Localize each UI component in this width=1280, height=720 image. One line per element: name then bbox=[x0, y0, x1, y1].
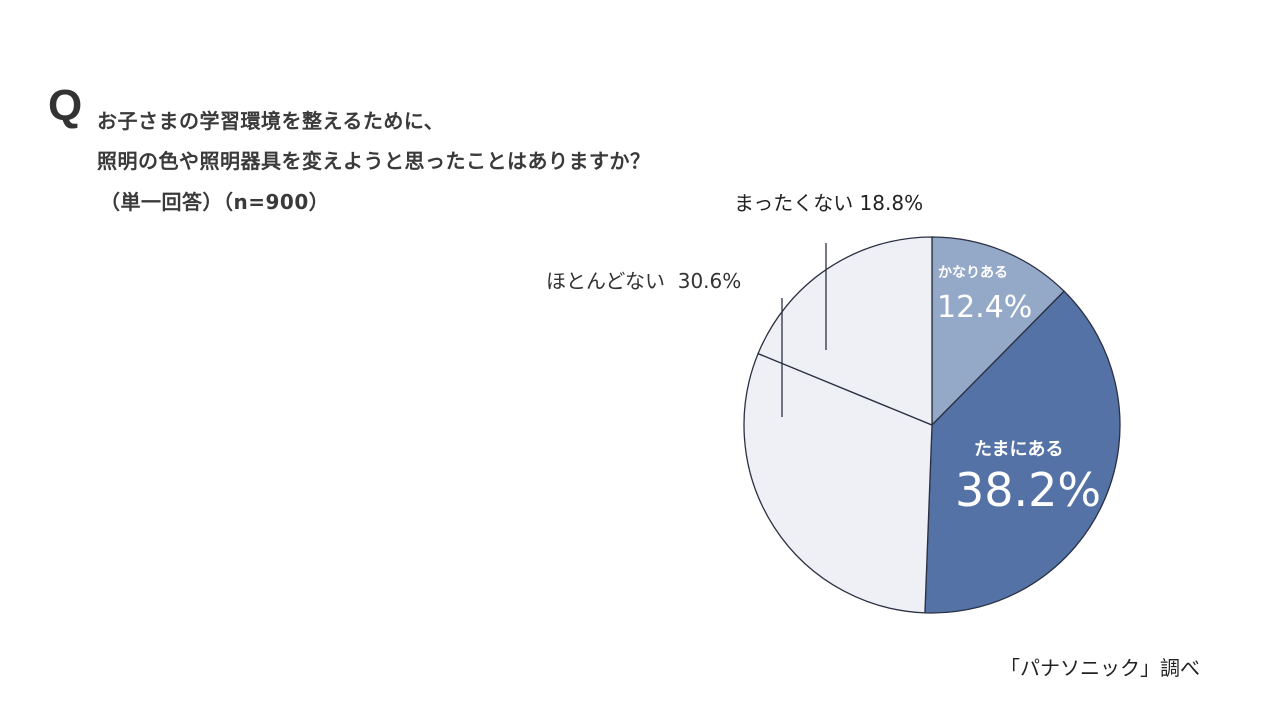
question-text-line1: お子さまの学習環境を整えるために、 bbox=[97, 109, 445, 133]
question-text-line2: 照明の色や照明器具を変えようと思ったことはありますか？ bbox=[97, 149, 651, 173]
question-subtext: （単一回答）（n=900） bbox=[100, 190, 330, 214]
label-tamani-aru-name: たまにある bbox=[974, 439, 1064, 460]
source-credit: 「パナソニック」調べ bbox=[1000, 656, 1200, 680]
label-kanari-aru-name: かなりある bbox=[938, 265, 1008, 281]
label-tamani-aru-value: 38.2% bbox=[955, 463, 1102, 517]
pie-slice-hotondo bbox=[743, 352, 933, 614]
label-hotondo-nai: ほとんどない 30.6% bbox=[546, 269, 742, 293]
pie-slices bbox=[743, 236, 1121, 614]
question-mark: Q bbox=[48, 81, 83, 130]
pie-slice-tamani bbox=[924, 290, 1121, 614]
label-kanari-aru-value: 12.4% bbox=[937, 290, 1033, 325]
label-mattaku-nai: まったくない 18.8% bbox=[734, 191, 924, 215]
pie-slice-kanari bbox=[931, 236, 1066, 427]
pie-slice-mattaku bbox=[757, 236, 933, 426]
